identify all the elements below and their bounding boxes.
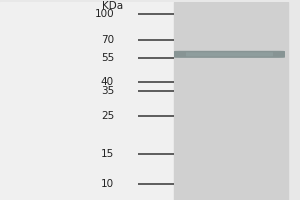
Bar	[174, 2, 288, 200]
Text: 35: 35	[101, 86, 114, 96]
FancyBboxPatch shape	[186, 52, 273, 56]
Text: 15: 15	[101, 149, 114, 159]
Text: 10: 10	[101, 179, 114, 189]
Text: 55: 55	[101, 53, 114, 63]
Text: 100: 100	[94, 9, 114, 19]
Text: 25: 25	[101, 111, 114, 121]
FancyBboxPatch shape	[174, 51, 285, 58]
Bar	[0, 2, 186, 200]
Text: KDa: KDa	[102, 1, 123, 11]
Text: 40: 40	[101, 77, 114, 87]
Text: 70: 70	[101, 35, 114, 45]
